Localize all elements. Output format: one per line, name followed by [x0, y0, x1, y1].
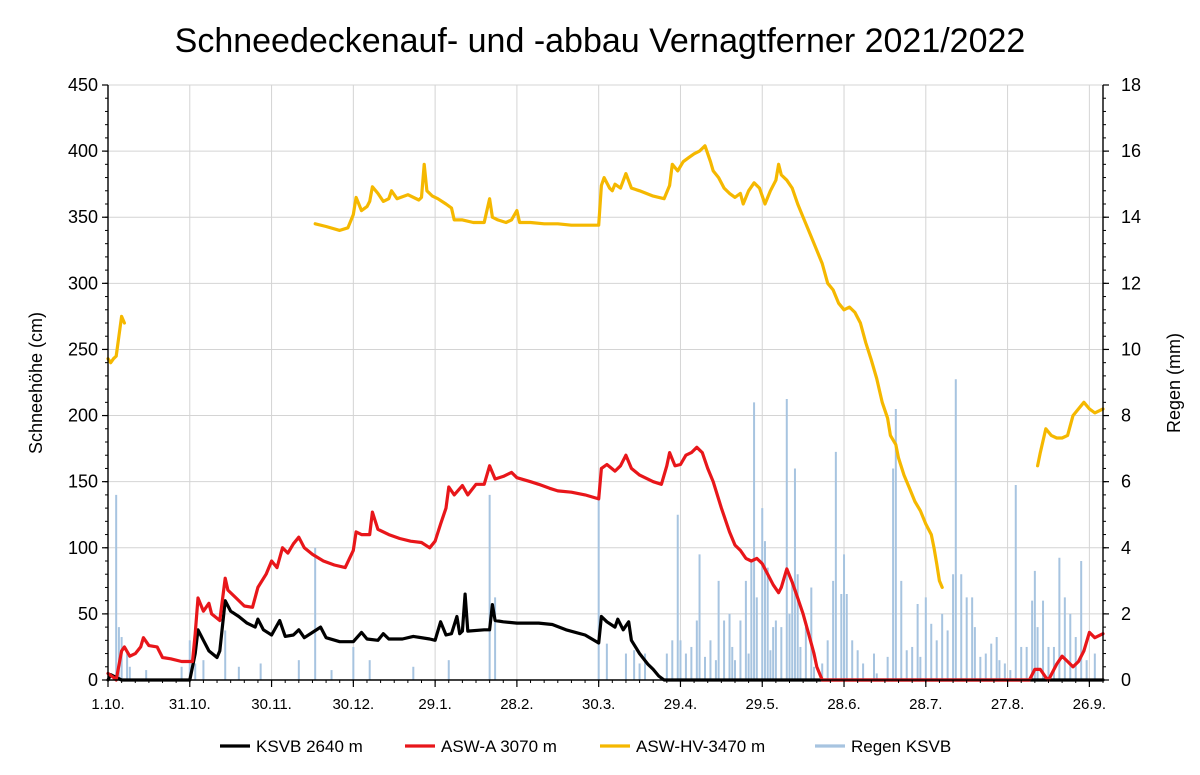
y2-tick-label: 14: [1121, 207, 1141, 227]
legend-label: ASW-HV-3470 m: [636, 737, 765, 756]
y-tick-label: 50: [78, 604, 98, 624]
y2-tick-label: 6: [1121, 472, 1131, 492]
y-tick-label: 350: [68, 207, 98, 227]
y-tick-label: 100: [68, 538, 98, 558]
x-tick-label: 29.5.: [746, 696, 779, 713]
legend-label: ASW-A 3070 m: [441, 737, 557, 756]
x-tick-label: 31.10.: [169, 696, 211, 713]
series-lines: [106, 144, 1105, 682]
series-line: [313, 144, 944, 589]
y-tick-label: 250: [68, 339, 98, 359]
x-tick-label: 28.2.: [500, 696, 533, 713]
legend-label: Regen KSVB: [851, 737, 951, 756]
legend-label: KSVB 2640 m: [256, 737, 363, 756]
y2-tick-label: 18: [1121, 75, 1141, 95]
legend: KSVB 2640 m ASW-A 3070 m ASW-HV-3470 m Rege…: [220, 737, 951, 756]
y2-tick-label: 4: [1121, 538, 1131, 558]
y2-tick-label: 12: [1121, 273, 1141, 293]
axes: 0 50 100 150 200 250 300 350 400 450 0 2 4 6 8 10 12 14 16…: [68, 75, 1141, 713]
x-tick-label: 28.7.: [909, 696, 942, 713]
y-tick-label: 450: [68, 75, 98, 95]
y2-tick-label: 2: [1121, 604, 1131, 624]
y2-axis-label: Regen (mm): [1164, 333, 1184, 433]
x-tick-label: 27.8.: [991, 696, 1024, 713]
x-tick-label: 28.6.: [827, 696, 860, 713]
x-tick-label: 30.3.: [582, 696, 615, 713]
y-tick-label: 300: [68, 273, 98, 293]
y-tick-label: 400: [68, 141, 98, 161]
y-tick-label: 200: [68, 406, 98, 426]
x-tick-label: 26.9.: [1073, 696, 1106, 713]
x-tick-label: 29.4.: [664, 696, 697, 713]
y2-tick-label: 16: [1121, 141, 1141, 161]
y-axis-label: Schneehöhe (cm): [26, 312, 46, 454]
y2-tick-label: 0: [1121, 670, 1131, 690]
x-tick-label: 30.11.: [251, 696, 292, 713]
y-tick-label: 150: [68, 472, 98, 492]
y2-tick-label: 10: [1121, 339, 1141, 359]
x-tick-label: 1.10.: [91, 696, 124, 713]
y-tick-label: 0: [88, 670, 98, 690]
rain-bars: [115, 379, 1096, 680]
chart-title: Schneedeckenauf- und -abbau Vernagtferne…: [175, 22, 1026, 60]
series-line: [106, 314, 126, 365]
x-tick-label: 30.12.: [332, 696, 374, 713]
series-line: [106, 592, 1105, 682]
x-tick-label: 29.1.: [418, 696, 451, 713]
series-line: [1036, 400, 1105, 468]
y2-tick-label: 8: [1121, 406, 1131, 426]
series-line: [106, 445, 1105, 682]
